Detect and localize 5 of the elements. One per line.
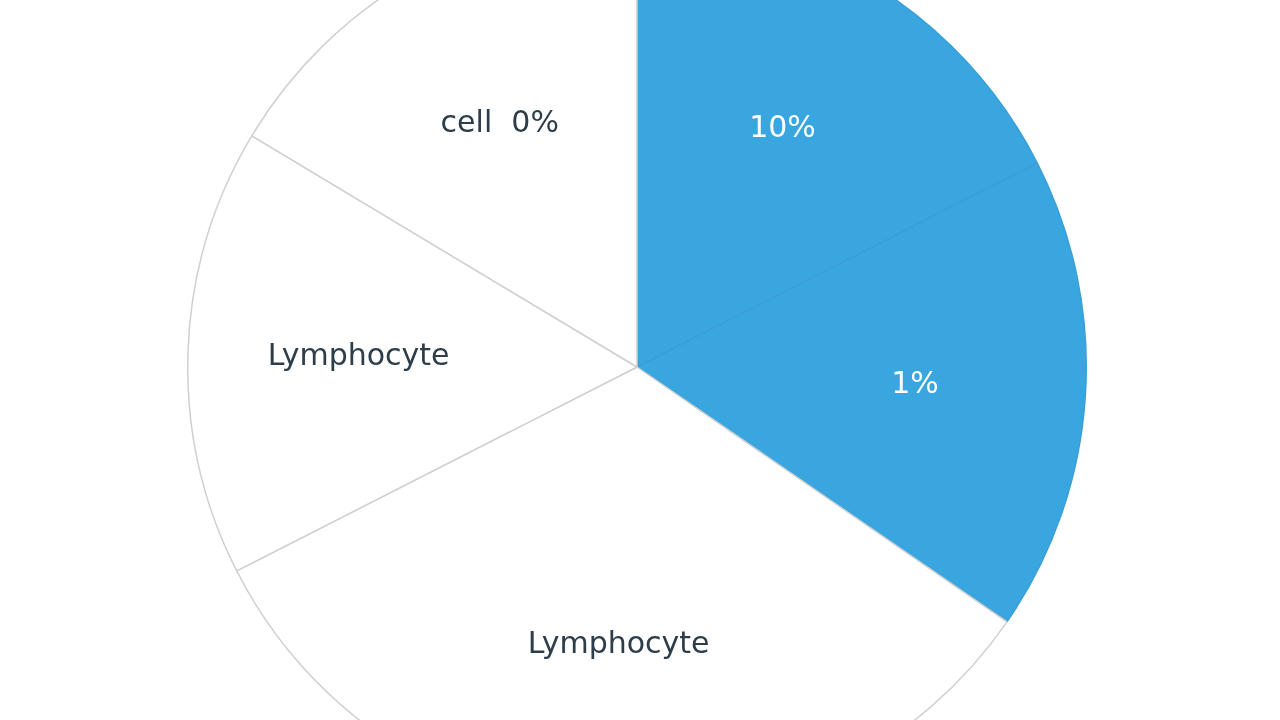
slice-label: cell 0% bbox=[440, 104, 559, 140]
slice-label: 1% bbox=[891, 365, 939, 401]
slice-label: Lymphocyte bbox=[267, 337, 450, 373]
slice-label: 10% bbox=[749, 109, 816, 145]
slice-label: Lymphocyte bbox=[527, 624, 710, 660]
